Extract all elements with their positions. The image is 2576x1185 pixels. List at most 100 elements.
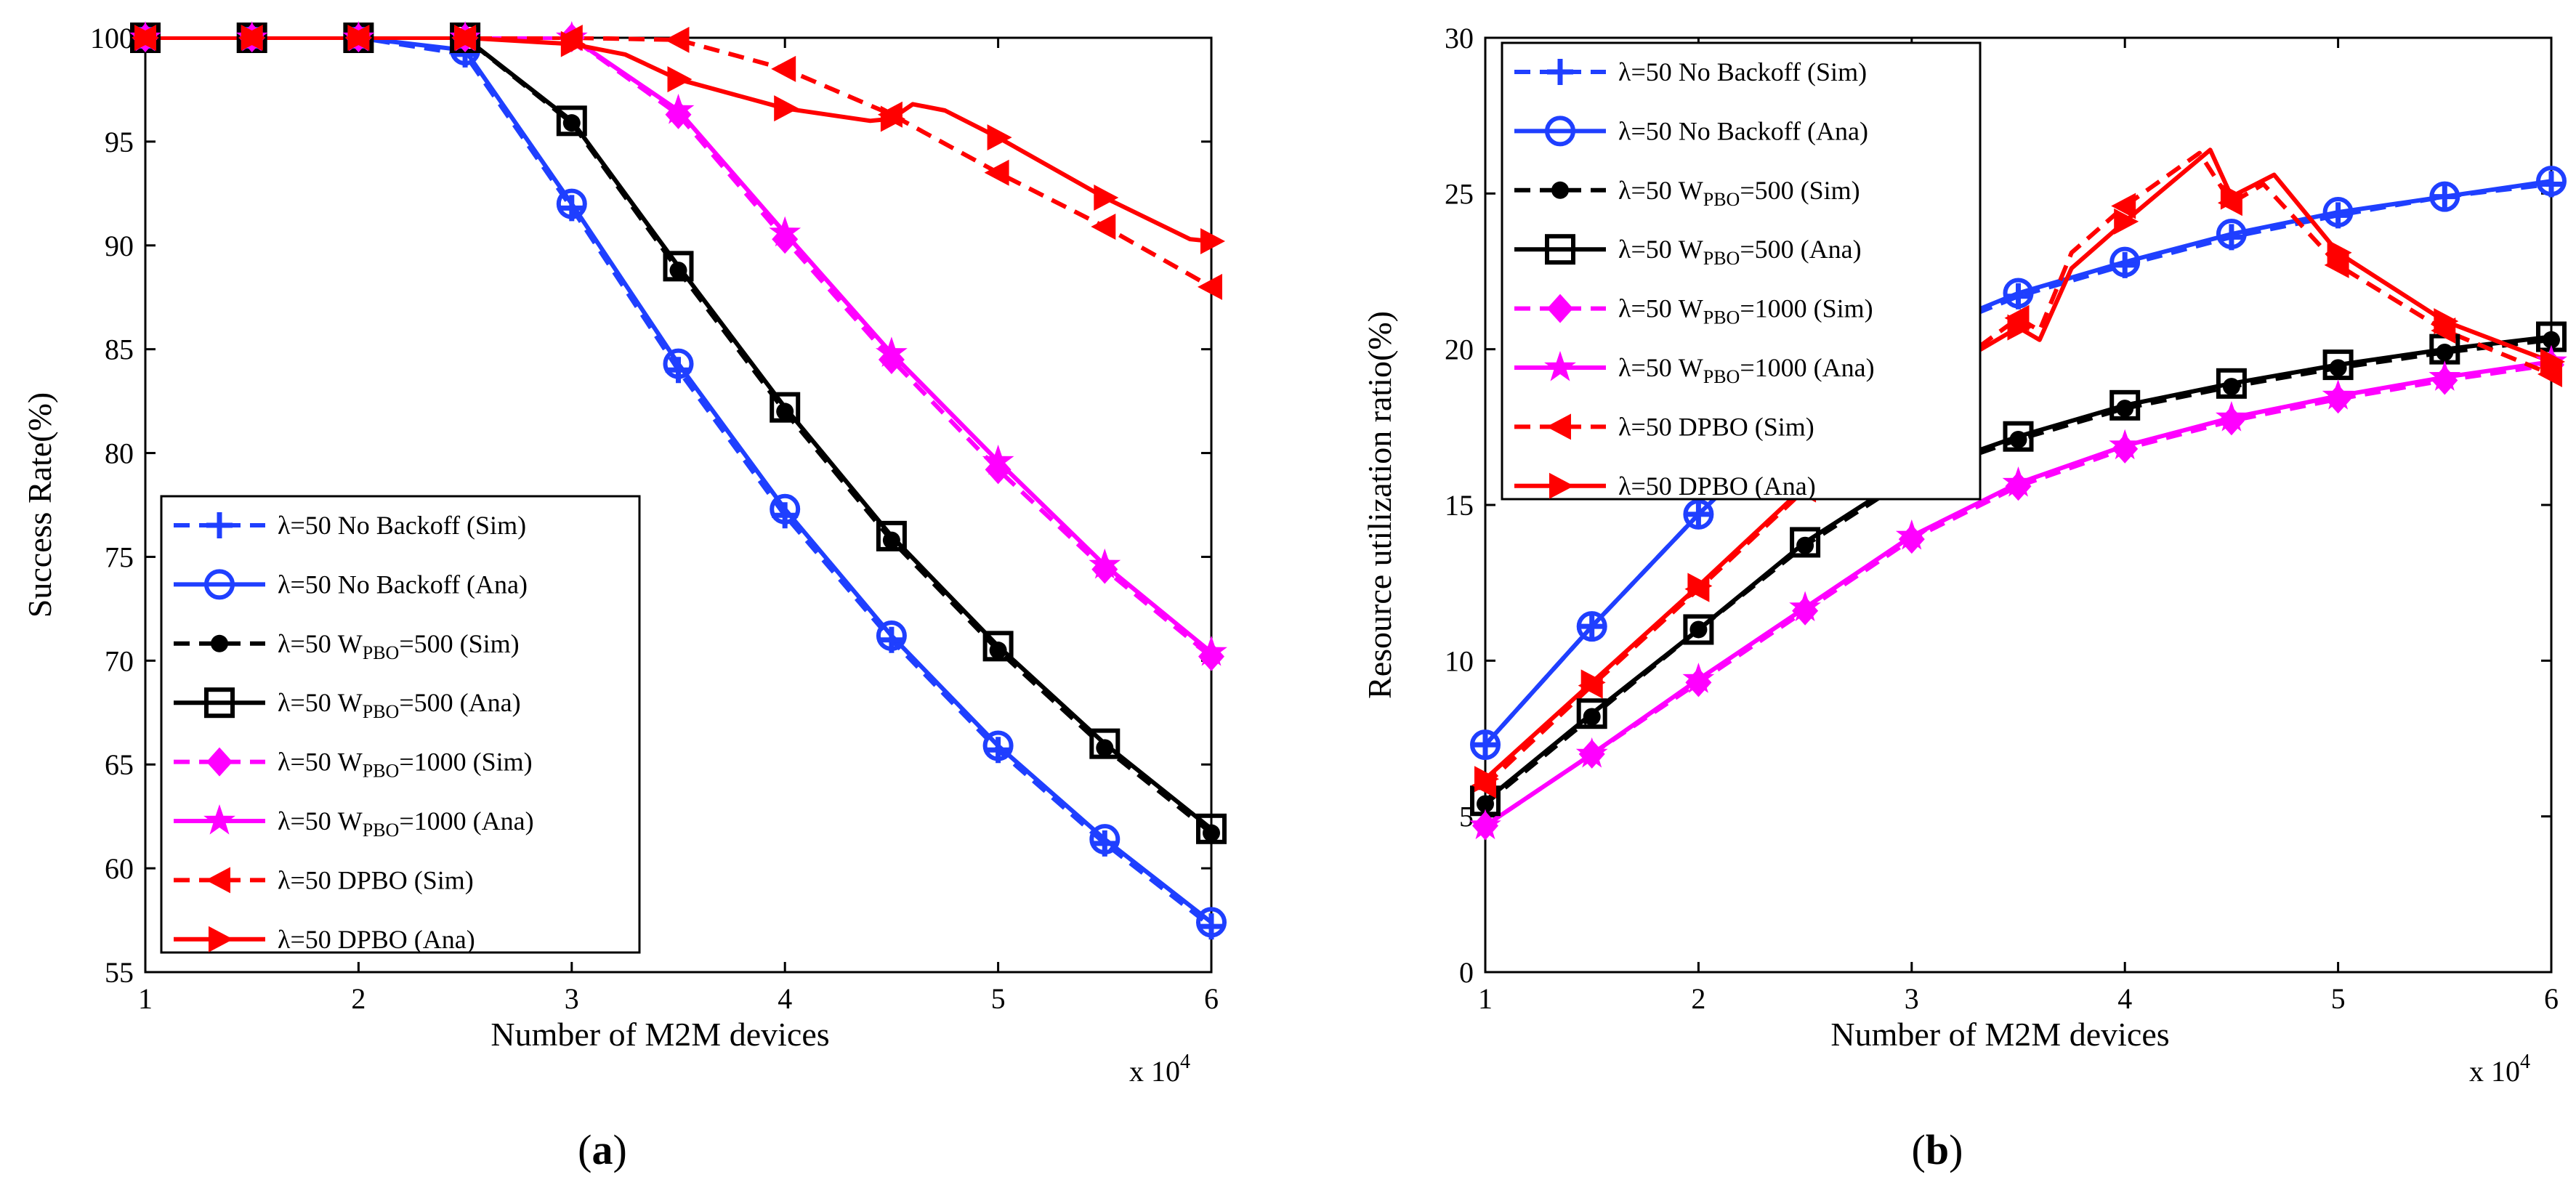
legend-label: λ=50 No Backoff (Sim)	[278, 511, 526, 540]
legend-box	[160, 495, 641, 954]
legend-item-50-dpbo-ana: λ=50 DPBO (Ana)	[174, 925, 475, 954]
x-tick-label: 3	[1905, 982, 1919, 1015]
data-point-50-dpbo-sim-8	[2324, 251, 2349, 278]
data-point-50-wpbo-500-ana-8	[2322, 349, 2354, 381]
legend-marker	[204, 687, 235, 719]
legend-marker	[209, 926, 233, 953]
data-point-50-wpbo-500-sim-7	[2222, 378, 2240, 396]
legend: λ=50 No Backoff (Sim) λ=50 No Backoff (An…	[160, 495, 641, 954]
data-point-50-wpbo-1000-ana-5	[2002, 466, 2035, 497]
legend-item-50-wpbo-1000-sim: λ=50 WPBO=1000 (Sim)	[1514, 294, 1873, 328]
legend-marker	[206, 512, 233, 538]
legend-item-50-no-backoff-sim: λ=50 No Backoff (Sim)	[174, 511, 526, 540]
legend-item-50-dpbo-sim: λ=50 DPBO (Sim)	[1514, 412, 1814, 441]
y-tick-label: 30	[1445, 22, 1474, 54]
x-axis-title: Number of M2M devices	[490, 1016, 829, 1053]
legend-label: λ=50 No Backoff (Ana)	[278, 570, 528, 599]
legend-label: λ=50 WPBO=1000 (Ana)	[278, 806, 534, 841]
data-point-50-wpbo-500-sim-1	[1583, 708, 1601, 726]
data-point-50-wpbo-500-sim-8	[989, 642, 1007, 660]
y-tick-label: 0	[1459, 956, 1474, 989]
legend-label: λ=50 DPBO (Sim)	[1618, 412, 1814, 441]
data-point-50-wpbo-500-sim-2	[1689, 620, 1708, 639]
legend-label: λ=50 WPBO=500 (Sim)	[278, 629, 520, 663]
data-point-50-wpbo-1000-ana-3	[1789, 591, 1821, 622]
data-point-50-no-backoff-ana-9	[1089, 824, 1121, 855]
legend-item-50-no-backoff-sim: λ=50 No Backoff (Sim)	[1514, 57, 1867, 86]
data-point-50-wpbo-500-sim-8	[2329, 359, 2347, 377]
data-point-50-wpbo-500-ana-5	[663, 251, 694, 282]
x-tick-label: 6	[2544, 982, 2559, 1015]
data-point-50-wpbo-500-ana-1	[1576, 698, 1607, 729]
data-point-50-wpbo-500-ana-6	[770, 392, 801, 423]
y-tick-label: 95	[105, 126, 134, 158]
data-point-50-wpbo-500-ana-7	[876, 520, 907, 551]
data-point-50-dpbo-ana-7	[2220, 183, 2245, 210]
legend-marker	[203, 804, 235, 835]
data-point-50-wpbo-1000-ana-1	[1575, 737, 1608, 768]
x-tick-label: 5	[991, 982, 1006, 1015]
data-point-50-wpbo-500-ana-10	[1196, 813, 1227, 844]
data-point-50-dpbo-ana-7	[880, 105, 905, 132]
legend-box	[1501, 41, 1982, 501]
series-line-50-dpbo-sim	[145, 36, 1211, 289]
legend-label: λ=50 WPBO=1000 (Sim)	[1618, 294, 1873, 328]
data-point-50-dpbo-sim-6	[2111, 193, 2136, 219]
legend-label: λ=50 DPBO (Ana)	[1618, 472, 1816, 501]
y-tick-label: 100	[90, 22, 134, 54]
legend-marker	[211, 634, 228, 652]
data-point-50-wpbo-500-sim-5	[669, 262, 687, 280]
legend-item-50-dpbo-sim: λ=50 DPBO (Sim)	[174, 865, 474, 894]
data-point-50-wpbo-1000-ana-10	[1195, 635, 1227, 666]
legend-marker	[1544, 351, 1576, 381]
data-point-50-wpbo-1000-ana-6	[769, 216, 802, 247]
data-point-50-no-backoff-ana-1	[1576, 611, 1607, 642]
data-point-50-dpbo-sim-5	[664, 26, 690, 53]
data-point-50-wpbo-1000-ana-8	[2322, 379, 2354, 410]
legend-label: λ=50 WPBO=500 (Sim)	[1618, 176, 1860, 210]
data-point-50-dpbo-ana-10	[1200, 228, 1225, 255]
data-point-50-dpbo-ana-3	[454, 25, 480, 51]
data-point-50-no-backoff-ana-6	[770, 493, 801, 525]
data-point-50-no-backoff-ana-9	[2429, 181, 2460, 212]
data-point-50-dpbo-sim-6	[771, 55, 796, 82]
y-tick-label: 60	[105, 852, 134, 885]
legend-marker	[1545, 234, 1575, 265]
legend-label: λ=50 WPBO=1000 (Ana)	[1618, 353, 1875, 387]
data-point-50-dpbo-ana-9	[1094, 185, 1119, 211]
data-point-50-wpbo-500-sim-9	[2436, 343, 2454, 361]
data-point-50-wpbo-1000-ana-7	[2216, 401, 2248, 432]
data-point-50-no-backoff-ana-7	[2216, 219, 2247, 250]
data-point-50-dpbo-ana-5	[667, 66, 693, 93]
data-point-50-no-backoff-ana-5	[2003, 278, 2034, 309]
legend-marker	[1545, 116, 1575, 147]
data-point-50-wpbo-500-ana-7	[2216, 368, 2247, 399]
legend-label: λ=50 WPBO=500 (Ana)	[1618, 235, 1862, 269]
data-point-50-wpbo-1000-ana-5	[662, 94, 695, 124]
data-point-50-wpbo-1000-ana-6	[2109, 429, 2141, 460]
legend-label: λ=50 No Backoff (Ana)	[1618, 116, 1868, 145]
legend-label: λ=50 WPBO=1000 (Sim)	[278, 748, 533, 782]
data-point-50-dpbo-ana-2	[347, 25, 373, 51]
data-point-50-dpbo-ana-0	[134, 25, 159, 51]
data-point-50-wpbo-500-sim-0	[1477, 795, 1494, 813]
data-point-50-no-backoff-ana-0	[1470, 729, 1501, 761]
legend-marker	[1547, 59, 1573, 85]
data-point-50-wpbo-500-sim-4	[562, 114, 581, 132]
data-point-50-dpbo-ana-0	[1474, 766, 1499, 793]
legend-marker	[206, 747, 233, 777]
legend-item-50-dpbo-ana: λ=50 DPBO (Ana)	[1514, 472, 1816, 501]
x-tick-label: 1	[138, 982, 153, 1015]
data-point-50-wpbo-1000-ana-7	[876, 336, 908, 367]
data-point-50-no-backoff-ana-6	[2109, 246, 2141, 278]
data-point-50-wpbo-500-ana-8	[982, 631, 1014, 662]
series-line-50-dpbo-ana	[1485, 147, 2551, 781]
legend-label: λ=50 DPBO (Sim)	[278, 865, 474, 894]
data-point-50-dpbo-ana-9	[2434, 308, 2459, 335]
series-line-50-dpbo-ana	[145, 36, 1211, 244]
data-point-50-dpbo-sim-10	[1198, 273, 1222, 300]
panel-caption: (a)	[578, 1126, 627, 1173]
data-point-50-no-backoff-ana-7	[876, 620, 907, 652]
y-axis-title: Resource utilization ratio(%)	[1361, 311, 1398, 699]
legend-item-50-wpbo-500-ana: λ=50 WPBO=500 (Ana)	[174, 687, 521, 722]
